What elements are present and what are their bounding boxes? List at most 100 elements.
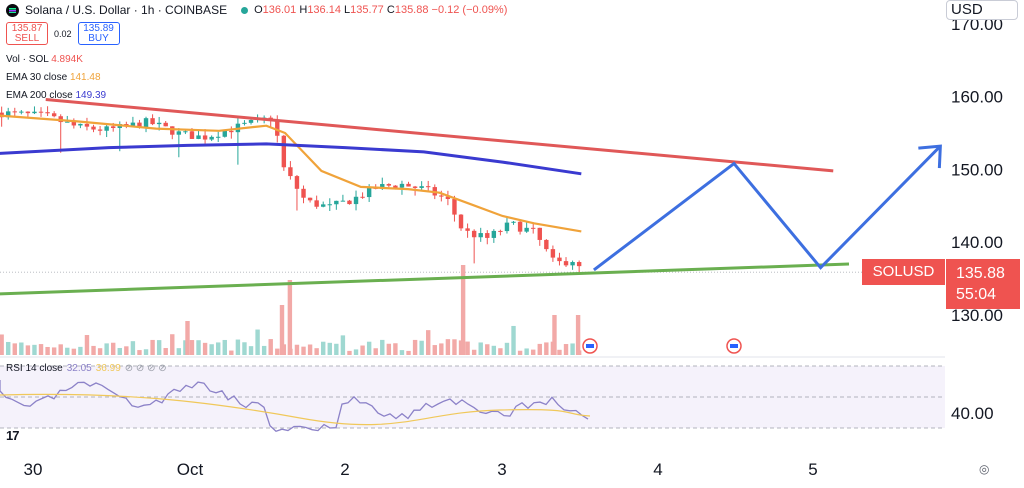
candle-body xyxy=(314,200,319,207)
volume-bar xyxy=(432,345,437,355)
indicator-ema30[interactable]: EMA 30 close 141.48 xyxy=(6,72,101,83)
x-tick-label: Oct xyxy=(177,460,204,479)
candle-body xyxy=(216,136,221,138)
indicator-ema200[interactable]: EMA 200 close 149.39 xyxy=(6,90,107,101)
x-axis-labels: 30 Oct 2 3 4 5 xyxy=(24,460,818,479)
volume-bar xyxy=(301,346,306,355)
volume-bar xyxy=(491,345,497,355)
volume-bar xyxy=(307,344,313,355)
y-tick-label: 160.00 xyxy=(951,88,1003,107)
candle-body xyxy=(439,195,444,197)
candle-body xyxy=(176,131,182,135)
last-price-value: 135.88 xyxy=(956,265,1005,282)
volume-bar xyxy=(209,344,214,355)
buy-button[interactable]: 135.89 BUY xyxy=(77,22,120,45)
trade-panel: 135.87 SELL 0.02 135.89 BUY xyxy=(6,22,120,45)
volume-bar xyxy=(202,342,208,355)
resistance-trendline xyxy=(45,98,834,173)
candle-body xyxy=(353,196,359,205)
candle-body xyxy=(537,227,542,240)
volume-bar xyxy=(242,342,247,355)
volume-bar xyxy=(327,342,332,355)
candle-body xyxy=(97,129,103,131)
volume-bar xyxy=(439,343,444,355)
candle-body xyxy=(301,188,306,198)
candle-body xyxy=(465,228,470,231)
ohlc-readout: O136.01 H136.14 L135.77 C135.88 −0.12 (−… xyxy=(254,4,508,16)
volume-bar xyxy=(504,342,510,355)
indicator-volume[interactable]: Vol · SOL 4.894K xyxy=(6,54,83,65)
volume-bar xyxy=(570,343,575,355)
candle-body xyxy=(570,262,575,266)
volume-bar xyxy=(71,348,77,355)
rsi-tick-label: 40.00 xyxy=(951,404,994,423)
candle-body xyxy=(6,111,11,118)
candle-body xyxy=(478,233,483,238)
indicator-rsi[interactable]: RSI 14 close 32.05 36.99 ⊘ ⊘ ⊘ ⊘ xyxy=(6,363,167,374)
volume-bar xyxy=(386,343,392,355)
volume-bar xyxy=(38,344,44,355)
candle-body xyxy=(209,136,214,140)
ema30-line xyxy=(0,114,582,233)
sell-button[interactable]: 135.87 SELL xyxy=(6,22,48,45)
volume-bar xyxy=(235,339,241,355)
volume-bar xyxy=(511,325,516,355)
volume-bars xyxy=(0,265,582,355)
candle-body xyxy=(498,230,503,232)
candle-body xyxy=(576,262,582,267)
candle-body xyxy=(471,230,477,238)
volume-bar xyxy=(163,348,168,355)
volume-bar xyxy=(170,334,175,355)
volume-bar xyxy=(517,350,523,355)
volume-bar xyxy=(478,342,483,355)
tradingview-logo: 17 xyxy=(6,428,20,443)
last-price-label: 135.88 55:04 xyxy=(946,259,1020,309)
candle-body xyxy=(531,227,536,229)
volume-bar xyxy=(58,344,63,355)
candle-body xyxy=(111,126,116,129)
candle-body xyxy=(25,111,31,114)
volume-bar xyxy=(196,340,201,355)
volume-bar xyxy=(78,346,83,355)
volume-bar xyxy=(294,344,300,355)
projection-path xyxy=(592,145,942,272)
candle-body xyxy=(170,126,175,135)
volume-bar xyxy=(366,341,372,355)
bar-countdown: 55:04 xyxy=(956,286,997,303)
candle-body xyxy=(294,176,300,189)
candle-body xyxy=(84,123,90,127)
volume-bar xyxy=(287,280,293,355)
volume-bar xyxy=(353,349,359,355)
candle-body xyxy=(229,130,234,133)
candle-body xyxy=(288,167,293,177)
currency-selector[interactable]: USD xyxy=(946,0,1018,20)
volume-bar xyxy=(445,339,451,355)
volume-bar xyxy=(485,344,490,355)
volume-bar xyxy=(229,350,234,355)
x-tick-label: 5 xyxy=(808,460,817,479)
candle-body xyxy=(550,249,556,258)
candle-body xyxy=(222,130,227,137)
settings-icon[interactable]: ◎ xyxy=(979,462,990,476)
volume-bar xyxy=(452,339,457,355)
candle-body xyxy=(78,123,83,126)
volume-bar xyxy=(399,350,405,355)
volume-bar xyxy=(471,349,477,355)
volume-bar xyxy=(380,339,385,355)
ema-lines xyxy=(0,114,582,233)
volume-bar xyxy=(124,346,129,355)
candle-body xyxy=(281,135,287,168)
candle-body xyxy=(426,186,431,188)
volume-bar xyxy=(130,341,136,355)
rsi-line xyxy=(0,380,589,432)
rsi-settings-icons[interactable]: ⊘ ⊘ ⊘ ⊘ xyxy=(124,363,167,374)
candle-body xyxy=(38,111,44,113)
volume-bar xyxy=(117,347,122,355)
volume-bar xyxy=(255,329,260,355)
x-tick-label: 30 xyxy=(24,460,43,479)
symbol-title[interactable]: Solana / U.S. Dollar · 1h · COINBASE xyxy=(25,3,228,17)
trendlines xyxy=(0,98,942,354)
volume-bar xyxy=(373,348,378,355)
candle-body xyxy=(91,126,96,130)
